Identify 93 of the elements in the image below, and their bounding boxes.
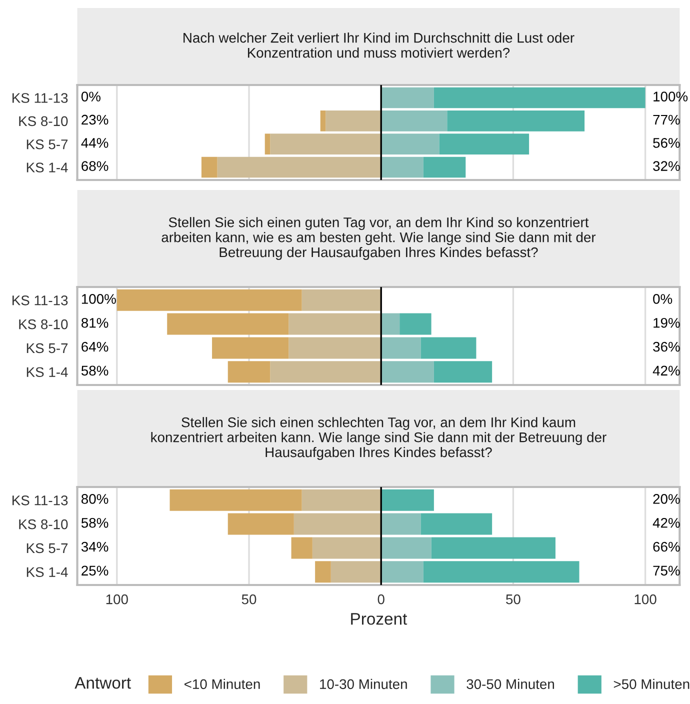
x-axis-title: Prozent [351,613,408,625]
bar [381,561,424,583]
bar [420,513,492,535]
bar [400,313,432,335]
legend-title: Antwort [74,677,131,689]
bar [434,87,646,108]
annotation: 36% [653,342,680,352]
bar [381,361,434,383]
y-tick-label: KS 11-13 [12,495,68,506]
bar [381,110,448,132]
annotation: 42% [652,518,680,528]
y-tick-label: KS 11-13 [12,93,68,103]
bar [170,489,302,511]
bar [201,156,218,178]
chart-title: Stellen Sie sich einen schlechten Tag vor, an dem Ihr Kind kaum konzentriert arbeiten kann. Wie lange sind Sie dann mit der Betreuung der Hausaufgaben Ihres Kindes befasst? [151,417,606,460]
annotation: 80% [82,494,108,504]
bar [330,561,382,583]
annotation: 42% [652,366,680,376]
bar [264,134,270,155]
x-tick-label: 50 [506,594,520,604]
legend-label: 30-50 Minuten [466,678,554,690]
bar [320,110,326,132]
bar [291,537,312,559]
x-tick-label: 50 [242,594,256,604]
x-tick-label: 100 [634,594,656,604]
bar [381,87,434,108]
y-tick-label: KS 1-4 [26,367,68,378]
annotation: 44% [81,138,108,148]
bar [212,337,289,359]
annotation: 23% [82,114,108,125]
y-tick-label: KS 8-10 [19,319,68,330]
bar [116,289,302,311]
y-tick-label: KS 5-7 [26,343,68,354]
annotation: 64% [82,342,108,352]
legend-label: <10 Minuten [184,678,260,690]
bar [288,313,382,335]
annotation: 81% [82,318,108,328]
annotation: 34% [81,542,108,552]
bar [315,561,331,583]
bar [381,156,424,178]
annotation: 19% [654,318,680,328]
y-tick-label: KS 8-10 [19,519,68,530]
bar [381,537,432,559]
annotation: 0% [81,92,100,102]
bar [381,513,421,535]
annotation: 100% [82,294,116,304]
bar [420,337,476,359]
y-tick-label: KS 1-4 [26,567,68,578]
annotation: 77% [653,114,680,125]
bar [228,361,270,383]
chart-title: Nach welcher Zeit verliert Ihr Kind im Durchschnitt die Lust oder Konzentration und muss motiviert werden? [184,32,574,58]
annotation: 0% [653,294,672,304]
bar [381,337,421,359]
x-tick-label: 100 [106,594,128,604]
annotation: 58% [81,518,108,528]
bar [423,561,580,583]
bar [217,156,382,178]
annotation: 25% [82,566,108,576]
bar [228,513,294,535]
annotation: 20% [653,494,680,504]
bar [431,537,556,559]
bar [167,313,289,335]
bar [423,156,466,178]
annotation: 58% [81,366,108,376]
bar [294,513,382,535]
bar [302,489,382,511]
bar [270,134,382,155]
bar [302,289,382,311]
annotation: 32% [653,161,680,171]
y-tick-label: KS 5-7 [26,543,68,554]
y-tick-label: KS 5-7 [26,139,68,150]
annotation: 56% [653,138,680,148]
bar [381,134,440,155]
bar [381,489,434,511]
annotation: 100% [654,92,688,102]
chart-title: Stellen Sie sich einen guten Tag vor, an dem Ihr Kind so konzentriert arbeiten kann, wie es am besten geht. Wie lange sind Sie dann mit der Betreuung der Hausaufgaben Ihres Kindes befasst? [162,217,596,260]
legend-label: 10-30 Minuten [320,678,407,690]
bar [326,110,382,132]
y-tick-label: KS 11-13 [12,295,68,306]
bar [312,537,382,559]
bar [434,361,492,383]
bar [439,134,530,155]
x-tick-label: 0 [378,594,384,604]
bar [270,361,382,383]
annotation: 68% [82,161,108,171]
bar [447,110,585,132]
y-tick-label: KS 8-10 [19,116,68,126]
legend-label: >50 Minuten [614,678,690,690]
annotation: 66% [653,542,680,552]
annotation: 75% [653,566,680,576]
bar [381,313,400,335]
bar [288,337,382,359]
y-tick-label: KS 1-4 [26,162,68,172]
